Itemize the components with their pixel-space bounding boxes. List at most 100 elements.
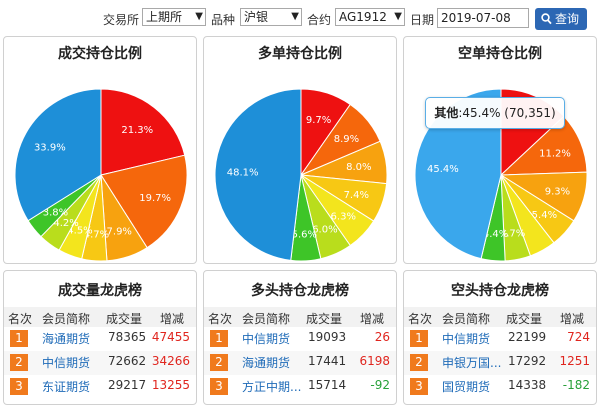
volume-value: 15714 xyxy=(308,378,347,392)
table-row[interactable]: 2 中信期货 72662 34266 xyxy=(4,351,196,375)
contract-label: 合约 xyxy=(307,13,332,27)
change-value: 13255 xyxy=(151,378,190,392)
volume-value: 17441 xyxy=(308,354,347,368)
slice-label: 3.8% xyxy=(43,208,68,219)
product-select[interactable]: 沪银 ▼ xyxy=(240,8,302,26)
table-row[interactable]: 3 方正中期... 15714 -92 xyxy=(204,375,396,399)
table-panel-long: 多头持仓龙虎榜 名次 会员简称 成交量 增减 1 中信期货 19093 26 2 海通期货 17441… xyxy=(203,270,397,405)
chart-panel-short: 空单持仓比例 11.2% 9.3% 5.4% 4.7% 4.4% 45.4% xyxy=(403,36,597,264)
slice-label: 5.4% xyxy=(532,210,557,221)
change-value: 26 xyxy=(374,330,390,344)
filter-bar: 交易所 上期所 ▼ 品种 沪银 ▼ 合约 AG1912 ▼ 日期 2019-07… xyxy=(0,0,600,36)
column-header: 增减 xyxy=(360,312,385,326)
member-link[interactable]: 中信期货 xyxy=(42,356,91,370)
slice-label: 8.0% xyxy=(346,162,371,173)
chart-title: 多单持仓比例 xyxy=(258,46,342,62)
column-header: 名次 xyxy=(208,312,233,326)
member-link[interactable]: 中信期货 xyxy=(242,332,291,346)
column-header: 增减 xyxy=(560,312,585,326)
change-value: 47455 xyxy=(151,330,190,344)
column-header: 名次 xyxy=(8,312,33,326)
table-row[interactable]: 1 中信期货 22199 724 xyxy=(404,327,596,351)
contract-value: AG1912 xyxy=(339,10,387,24)
slice-label: 4.7% xyxy=(84,229,109,240)
member-link[interactable]: 国贸期货 xyxy=(442,380,491,394)
slice-label: 5.6% xyxy=(292,229,317,240)
table-title: 成交量龙虎榜 xyxy=(58,283,142,299)
slice-label: 11.2% xyxy=(539,149,571,160)
product-label: 品种 xyxy=(211,13,236,27)
slice-label: 4.2% xyxy=(53,218,78,229)
slice-label: 48.1% xyxy=(227,168,259,179)
change-value: 724 xyxy=(567,330,590,344)
table-title: 空头持仓龙虎榜 xyxy=(451,283,549,299)
pie-slice[interactable] xyxy=(100,154,188,249)
member-link[interactable]: 海通期货 xyxy=(42,332,91,346)
table-row[interactable]: 3 东证期货 29217 13255 xyxy=(4,375,196,399)
slice-label: 6.3% xyxy=(331,211,356,222)
tooltip-name: 其他 xyxy=(434,106,459,120)
table-panel-short: 空头持仓龙虎榜 名次 会员简称 成交量 增减 1 中信期货 22199 724 2 申银万国... 1… xyxy=(403,270,597,405)
rank-badge: 2 xyxy=(410,354,428,371)
volume-value: 14338 xyxy=(508,378,547,392)
exchange-label: 交易所 xyxy=(103,13,140,27)
slice-label: 4.7% xyxy=(500,228,525,239)
table-header: 名次 会员简称 成交量 增减 xyxy=(404,307,596,327)
column-header: 会员简称 xyxy=(42,312,91,326)
change-value: 6198 xyxy=(359,354,390,368)
slice-label: 7.4% xyxy=(344,190,369,201)
pie-slice[interactable] xyxy=(414,88,502,260)
table-row[interactable]: 1 中信期货 19093 26 xyxy=(204,327,396,351)
pie-chart-volume: 21.3% 19.7% 7.9%4.7%4.5%4.2%3.8% 33.9% xyxy=(14,88,188,262)
table-row[interactable]: 1 海通期货 78365 47455 xyxy=(4,327,196,351)
date-label: 日期 xyxy=(410,13,435,27)
volume-value: 72662 xyxy=(108,354,147,368)
column-header: 会员简称 xyxy=(242,312,291,326)
chevron-down-icon: ▼ xyxy=(394,11,402,22)
member-link[interactable]: 方正中期... xyxy=(242,380,302,394)
slice-label: 8.9% xyxy=(334,134,359,145)
table-row[interactable]: 2 海通期货 17441 6198 xyxy=(204,351,396,375)
table-header: 名次 会员简称 成交量 增减 xyxy=(4,307,196,327)
slice-label: 7.9% xyxy=(107,227,132,238)
rank-badge: 3 xyxy=(210,378,228,395)
slice-label: 6.0% xyxy=(312,224,337,235)
chart-panel-long: 多单持仓比例 9.7% 8.9% 8.0% 7.4% 6.3% 6.0% 5.6% 48.1% xyxy=(203,36,397,264)
member-link[interactable]: 东证期货 xyxy=(42,380,91,394)
table-row[interactable]: 2 申银万国... 17292 1251 xyxy=(404,351,596,375)
change-value: -92 xyxy=(370,378,390,392)
volume-value: 22199 xyxy=(508,330,547,344)
search-icon xyxy=(541,13,552,25)
slice-label: 33.9% xyxy=(34,143,66,154)
rank-badge: 1 xyxy=(10,330,28,347)
rank-badge: 3 xyxy=(10,378,28,395)
member-link[interactable]: 海通期货 xyxy=(242,356,291,370)
column-header: 名次 xyxy=(408,312,433,326)
member-link[interactable]: 中信期货 xyxy=(442,332,491,346)
date-input[interactable]: 2019-07-08 xyxy=(437,8,529,28)
chevron-down-icon: ▼ xyxy=(195,11,203,22)
table-row[interactable]: 3 国贸期货 14338 -182 xyxy=(404,375,596,399)
slice-label: 21.3% xyxy=(121,125,153,136)
slice-label: 45.4% xyxy=(427,164,459,175)
contract-select[interactable]: AG1912 ▼ xyxy=(335,8,405,26)
exchange-select[interactable]: 上期所 ▼ xyxy=(142,8,206,26)
pie-slice[interactable] xyxy=(14,88,102,222)
volume-value: 19093 xyxy=(308,330,347,344)
query-button[interactable]: 查询 xyxy=(535,8,587,30)
date-value: 2019-07-08 xyxy=(441,11,511,25)
volume-value: 78365 xyxy=(108,330,147,344)
chart-tooltip: 其他:45.4% (70,351) xyxy=(425,97,565,129)
pie-slice[interactable] xyxy=(214,88,302,261)
chart-title: 成交持仓比例 xyxy=(58,46,142,62)
change-value: -182 xyxy=(562,378,590,392)
pie-slice[interactable] xyxy=(100,88,186,176)
chevron-down-icon: ▼ xyxy=(291,11,299,22)
member-link[interactable]: 申银万国... xyxy=(442,356,502,370)
column-header: 成交量 xyxy=(306,312,343,326)
chart-title: 空单持仓比例 xyxy=(458,46,542,62)
table-panel-volume: 成交量龙虎榜 名次 会员简称 成交量 增减 1 海通期货 78365 47455 2 中信期货 726… xyxy=(3,270,197,405)
column-header: 增减 xyxy=(160,312,185,326)
change-value: 34266 xyxy=(151,354,190,368)
column-header: 成交量 xyxy=(106,312,143,326)
